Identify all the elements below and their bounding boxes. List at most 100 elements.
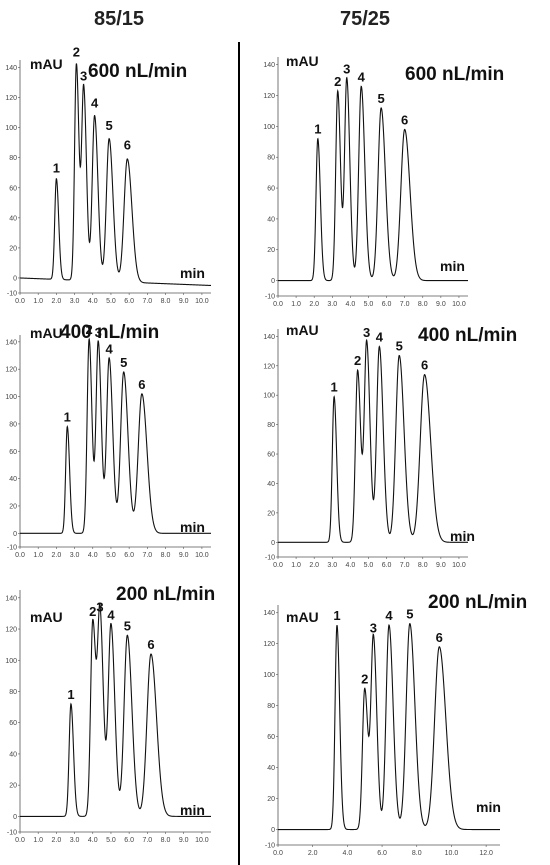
flow-rate-label: 600 nL/min	[405, 64, 504, 85]
y-tick-label: 40	[9, 751, 17, 758]
peak-label-4: 4	[107, 607, 115, 622]
x-tick-label: 0.0	[273, 562, 283, 569]
y-tick-label: 140	[263, 334, 275, 341]
x-tick-label: 6.0	[124, 837, 134, 844]
x-tick-label: 0.0	[15, 552, 25, 559]
x-tick-label: 2.0	[309, 301, 319, 308]
peak-label-6: 6	[436, 630, 443, 645]
x-tick-label: 5.0	[364, 562, 374, 569]
x-tick-label: 10.0	[195, 837, 209, 844]
y-tick-label: 20	[267, 510, 275, 517]
x-axis-unit-label: min	[440, 258, 465, 274]
x-tick-label: 0.0	[273, 301, 283, 308]
y-tick-label: 60	[267, 452, 275, 459]
y-tick-label: 60	[267, 734, 275, 741]
x-tick-label: 6.0	[377, 850, 387, 857]
peak-label-4: 4	[91, 96, 99, 111]
chromatogram-trace	[20, 602, 211, 817]
x-tick-label: 3.0	[327, 301, 337, 308]
x-tick-label: 1.0	[33, 552, 43, 559]
y-tick-label: 120	[5, 367, 17, 374]
column-title-75-25: 75/25	[340, 8, 391, 30]
y-tick-label: 20	[267, 796, 275, 803]
x-tick-label: 2.0	[52, 837, 62, 844]
x-tick-label: 0.0	[15, 837, 25, 844]
y-tick-label: -10	[7, 291, 17, 298]
x-tick-label: 9.0	[179, 298, 189, 305]
y-tick-label: 80	[267, 155, 275, 162]
y-tick-label: 120	[5, 95, 17, 102]
y-tick-label: 100	[5, 394, 17, 401]
chromatogram-trace	[20, 337, 211, 534]
y-axis-unit-label: mAU	[30, 325, 63, 341]
y-axis-unit-label: mAU	[30, 56, 63, 72]
y-tick-label: 140	[5, 65, 17, 72]
x-tick-label: 4.0	[346, 562, 356, 569]
peak-label-5: 5	[396, 338, 403, 353]
x-tick-label: 4.0	[88, 298, 98, 305]
y-tick-label: 140	[5, 595, 17, 602]
x-axis-unit-label: min	[180, 802, 205, 818]
x-tick-label: 6.0	[124, 552, 134, 559]
x-tick-label: 4.0	[346, 301, 356, 308]
chromatogram-trace	[278, 623, 500, 831]
peak-label-5: 5	[124, 618, 131, 633]
x-tick-label: 8.0	[161, 552, 171, 559]
peak-label-2: 2	[89, 604, 96, 619]
y-tick-label: 140	[5, 339, 17, 346]
peak-label-3: 3	[363, 325, 370, 340]
peak-label-3: 3	[96, 600, 103, 615]
y-tick-label: 40	[9, 476, 17, 483]
y-tick-label: 20	[9, 783, 17, 790]
peak-label-3: 3	[343, 62, 350, 77]
y-tick-label: -10	[265, 555, 275, 562]
y-tick-label: 60	[9, 185, 17, 192]
x-tick-label: 9.0	[179, 837, 189, 844]
y-tick-label: 60	[9, 449, 17, 456]
chromatogram-trace	[278, 338, 468, 543]
x-tick-label: 7.0	[142, 552, 152, 559]
x-tick-label: 10.0	[452, 301, 466, 308]
y-axis-unit-label: mAU	[30, 609, 63, 625]
y-tick-label: 60	[9, 720, 17, 727]
peak-label-6: 6	[138, 377, 145, 392]
x-tick-label: 4.0	[88, 837, 98, 844]
flow-rate-label: 200 nL/min	[428, 592, 527, 613]
x-tick-label: 10.0	[445, 850, 459, 857]
y-tick-label: 140	[263, 610, 275, 617]
chromatogram-trace	[278, 76, 468, 282]
peak-label-2: 2	[86, 322, 93, 337]
x-tick-label: 12.0	[479, 850, 493, 857]
chromatogram-trace	[19, 63, 211, 287]
column-divider	[238, 42, 240, 865]
peak-label-3: 3	[80, 69, 87, 84]
y-axis-unit-label: mAU	[286, 322, 319, 338]
y-tick-label: 80	[9, 689, 17, 696]
y-tick-label: 40	[267, 216, 275, 223]
peak-label-4: 4	[385, 608, 393, 623]
y-tick-label: 100	[5, 658, 17, 665]
y-tick-label: 120	[263, 93, 275, 100]
x-tick-label: 7.0	[400, 562, 410, 569]
x-tick-label: 6.0	[124, 298, 134, 305]
peak-label-1: 1	[314, 122, 321, 137]
y-tick-label: 120	[5, 627, 17, 634]
x-tick-label: 5.0	[106, 837, 116, 844]
x-tick-label: 7.0	[142, 837, 152, 844]
peak-label-4: 4	[106, 341, 114, 356]
y-tick-label: 0	[271, 827, 275, 834]
y-tick-label: -10	[7, 830, 17, 837]
x-tick-label: 4.0	[343, 850, 353, 857]
y-tick-label: 140	[263, 62, 275, 69]
x-axis-unit-label: min	[476, 799, 501, 815]
x-tick-label: 3.0	[70, 837, 80, 844]
x-tick-label: 8.0	[161, 298, 171, 305]
x-tick-label: 0.0	[15, 298, 25, 305]
y-tick-label: 20	[9, 245, 17, 252]
x-tick-label: 5.0	[106, 298, 116, 305]
peak-label-1: 1	[64, 410, 71, 425]
x-tick-label: 1.0	[291, 562, 301, 569]
peak-label-1: 1	[330, 380, 337, 395]
x-tick-label: 8.0	[161, 837, 171, 844]
y-tick-label: -10	[7, 545, 17, 552]
